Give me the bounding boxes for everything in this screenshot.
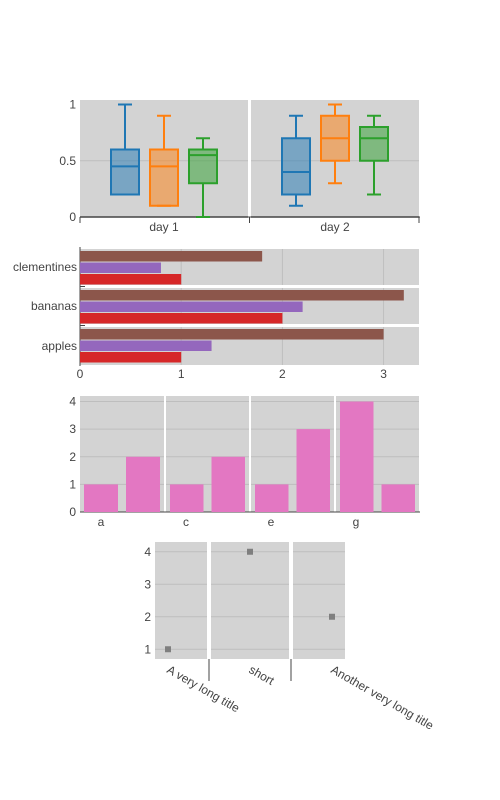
scatter-point — [165, 646, 171, 653]
y-tick-label: 2 — [69, 450, 76, 464]
bar — [80, 274, 182, 285]
bar — [255, 484, 289, 512]
scatter-panel-bg — [155, 542, 207, 659]
y-tick-label: 4 — [144, 545, 151, 559]
y-tick-label: 3 — [69, 422, 76, 436]
y-tick-label: 3 — [144, 577, 151, 591]
bar — [80, 290, 404, 301]
x-tick-label: Another very long title — [329, 662, 437, 732]
x-tick-label: c — [183, 515, 189, 529]
bar — [80, 313, 283, 324]
x-tick-label: 2 — [279, 367, 286, 381]
x-tick-label: day 1 — [149, 220, 179, 234]
y-tick-label: 2 — [144, 610, 151, 624]
scatter-point — [329, 613, 335, 620]
scatter-panel-bg — [211, 542, 289, 659]
x-tick-label: 0 — [77, 367, 84, 381]
box — [110, 148, 140, 196]
x-tick-label: e — [268, 515, 275, 529]
bar — [80, 340, 212, 351]
box — [149, 148, 179, 207]
y-tick-label: 1 — [69, 98, 76, 112]
box — [359, 126, 389, 162]
y-tick-label: 1 — [144, 642, 151, 656]
y-tick-label: 0.5 — [59, 154, 76, 168]
x-tick-label: 1 — [178, 367, 185, 381]
scatter-panel-bg — [293, 542, 345, 659]
x-tick-label: g — [353, 515, 360, 529]
bar — [80, 329, 384, 340]
y-tick-label: 0 — [69, 505, 76, 519]
x-tick-label: short — [247, 662, 278, 688]
y-tick-label: apples — [42, 339, 77, 353]
bar — [381, 484, 415, 512]
bar — [84, 484, 118, 512]
bar — [170, 484, 204, 512]
x-tick-label: A very long title — [165, 662, 243, 715]
bar — [340, 401, 374, 512]
y-tick-label: 0 — [69, 210, 76, 224]
y-tick-label: 1 — [69, 477, 76, 491]
bar — [126, 456, 160, 512]
y-tick-label: clementines — [13, 260, 77, 274]
bar — [80, 251, 263, 262]
scatter-point — [247, 548, 253, 555]
y-tick-label: bananas — [31, 299, 77, 313]
bar — [296, 429, 330, 512]
bar — [80, 352, 182, 363]
x-tick-label: 3 — [380, 367, 387, 381]
bar — [80, 262, 161, 273]
box — [281, 137, 311, 196]
bar — [80, 301, 303, 312]
y-tick-label: 4 — [69, 395, 76, 409]
bar — [211, 456, 245, 512]
x-tick-label: a — [98, 515, 105, 529]
x-tick-label: day 2 — [320, 220, 350, 234]
